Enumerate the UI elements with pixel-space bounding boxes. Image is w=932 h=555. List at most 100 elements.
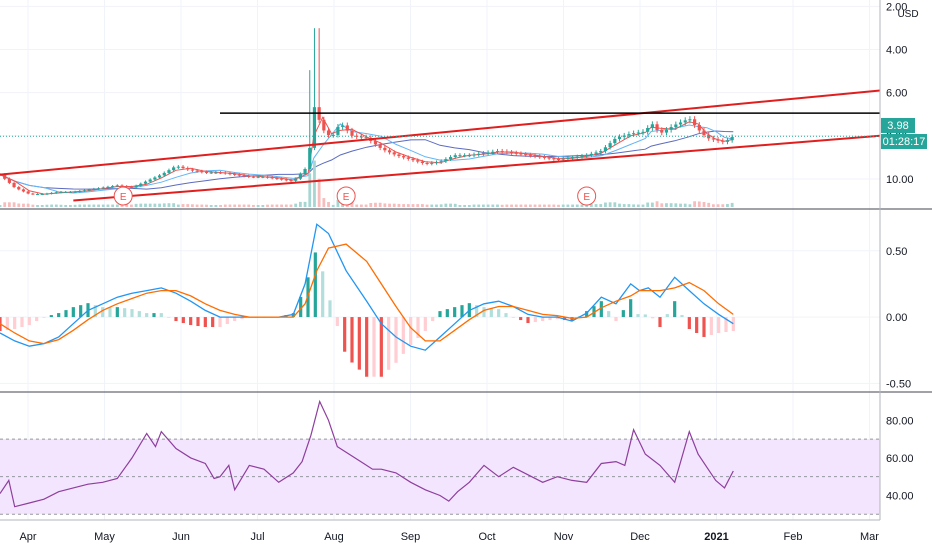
macd-pane[interactable] bbox=[0, 223, 735, 377]
volume-bar bbox=[571, 204, 574, 207]
rsi-tick-label: 60.00 bbox=[886, 453, 914, 465]
earnings-marker-label: E bbox=[583, 192, 590, 203]
macd-histogram-bar bbox=[203, 317, 207, 328]
volume-bar bbox=[406, 204, 410, 207]
price-candle bbox=[45, 193, 49, 195]
volume-bar bbox=[186, 204, 190, 207]
macd-histogram-bar bbox=[335, 317, 339, 327]
ma-slow-line bbox=[0, 130, 734, 190]
macd-histogram-bar bbox=[460, 305, 464, 318]
volume-bar bbox=[130, 204, 133, 207]
price-candle bbox=[538, 156, 542, 158]
macd-histogram-bar bbox=[592, 306, 596, 318]
macd-histogram-bar bbox=[159, 313, 163, 318]
volume-bar bbox=[36, 205, 39, 207]
time-tick-label: 2021 bbox=[704, 531, 728, 543]
volume-bar bbox=[402, 204, 406, 207]
macd-histogram-bar bbox=[438, 311, 442, 318]
time-tick-label: Apr bbox=[19, 531, 36, 543]
volume-bar bbox=[7, 202, 11, 207]
axis-layer[interactable]: 10.008.006.004.002.000.500.00-0.5080.006… bbox=[19, 1, 913, 543]
volume-bar bbox=[589, 204, 593, 207]
macd-histogram-bar bbox=[27, 317, 31, 326]
macd-histogram-bar bbox=[541, 317, 545, 322]
earnings-marker bbox=[113, 186, 133, 206]
macd-histogram-bar bbox=[533, 317, 537, 323]
volume-bar bbox=[148, 203, 152, 207]
macd-histogram-bar bbox=[350, 317, 354, 363]
price-candle bbox=[730, 137, 734, 141]
price-candle bbox=[533, 155, 537, 157]
volume-bar bbox=[50, 204, 54, 207]
macd-histogram-bar bbox=[101, 307, 105, 318]
price-candle bbox=[7, 178, 11, 183]
macd-histogram-bar bbox=[343, 317, 347, 352]
price-candle bbox=[707, 135, 711, 139]
price-candle bbox=[477, 153, 481, 155]
price-candle bbox=[472, 154, 476, 156]
macd-histogram-bar bbox=[108, 307, 112, 318]
volume-bar bbox=[491, 204, 495, 207]
volume-bar bbox=[280, 204, 283, 207]
volume-bar bbox=[472, 204, 476, 207]
price-candle bbox=[725, 140, 730, 142]
volume-bar bbox=[496, 204, 499, 207]
volume-bar bbox=[237, 204, 241, 207]
price-candle bbox=[73, 191, 77, 193]
price-candle bbox=[660, 130, 664, 133]
price-candle bbox=[26, 191, 30, 194]
price-candle bbox=[162, 172, 166, 176]
price-candle bbox=[650, 124, 654, 129]
price-candle bbox=[585, 155, 589, 157]
volume-bar bbox=[73, 204, 77, 207]
time-tick-label: Mar bbox=[860, 531, 879, 543]
volume-bar bbox=[158, 203, 161, 207]
price-candle bbox=[439, 161, 443, 163]
macd-histogram-bar bbox=[328, 300, 332, 318]
volume-bar bbox=[458, 205, 462, 207]
price-candle bbox=[505, 151, 509, 153]
price-candle bbox=[172, 167, 176, 171]
volume-bar bbox=[242, 204, 246, 207]
price-candle bbox=[580, 155, 584, 157]
volume-bar bbox=[176, 204, 180, 207]
price-candle bbox=[204, 171, 209, 173]
macd-histogram-bar bbox=[313, 252, 317, 318]
price-candle bbox=[101, 187, 105, 189]
volume-bar bbox=[327, 202, 330, 207]
price-candle bbox=[495, 151, 500, 153]
volume-bar bbox=[120, 204, 124, 207]
rsi-pane[interactable] bbox=[0, 399, 734, 508]
volume-bar bbox=[289, 204, 293, 207]
price-tick-label: 6.00 bbox=[886, 88, 907, 100]
price-candle bbox=[40, 194, 44, 196]
ma-mid-line bbox=[0, 123, 734, 194]
volume-bar bbox=[482, 204, 485, 207]
volume-bar bbox=[200, 204, 204, 207]
price-candle bbox=[697, 125, 701, 131]
macd-histogram-bar bbox=[379, 317, 383, 377]
macd-histogram-bar bbox=[621, 310, 625, 318]
macd-histogram-bar bbox=[152, 313, 156, 318]
price-candle bbox=[223, 172, 227, 174]
macd-histogram-bar bbox=[709, 317, 713, 335]
volume-bar bbox=[674, 203, 678, 207]
price-candle bbox=[411, 158, 415, 161]
macd-histogram-bar bbox=[20, 317, 24, 328]
volume-bar bbox=[331, 204, 335, 207]
price-candle bbox=[345, 125, 349, 131]
price-candle bbox=[669, 127, 673, 130]
price-candle bbox=[176, 166, 180, 168]
volume-bar bbox=[167, 203, 171, 207]
macd-histogram-bar bbox=[643, 314, 647, 318]
macd-histogram-bar bbox=[651, 317, 655, 319]
macd-histogram-bar bbox=[218, 317, 222, 328]
macd-histogram-bar bbox=[673, 301, 677, 318]
macd-histogram-bar bbox=[394, 317, 398, 363]
macd-histogram-bar bbox=[475, 305, 479, 318]
volume-bar bbox=[688, 204, 692, 207]
price-candle bbox=[270, 177, 274, 179]
